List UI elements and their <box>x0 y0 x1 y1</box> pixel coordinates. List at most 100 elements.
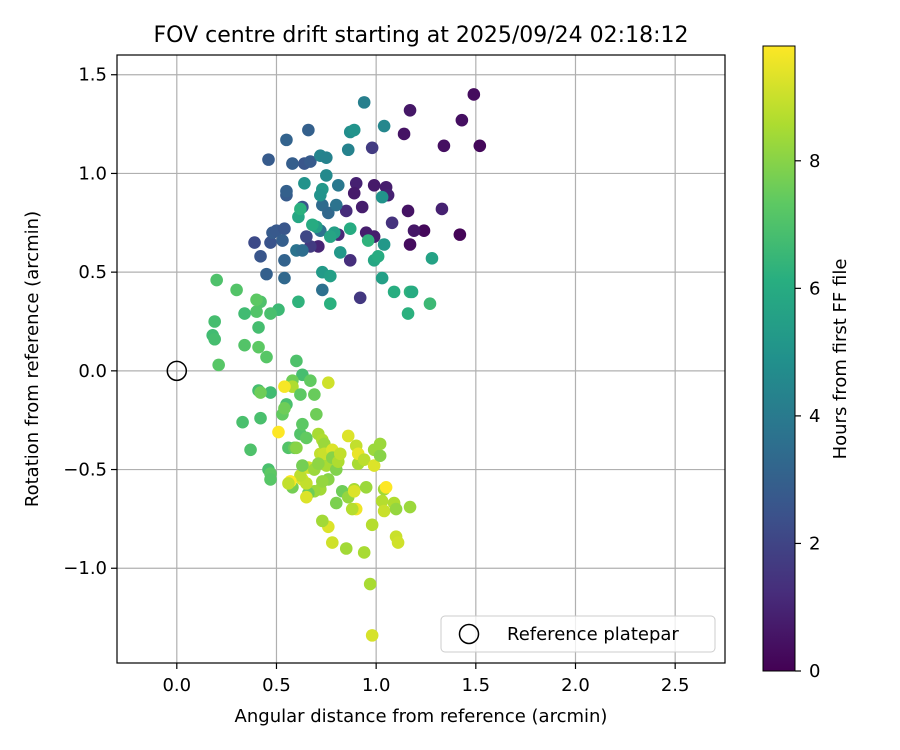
data-point <box>339 542 353 555</box>
data-point <box>367 459 381 472</box>
data-point <box>397 127 411 141</box>
legend-box <box>440 615 716 653</box>
x-tick-label: 1.5 <box>461 675 490 696</box>
data-point <box>272 425 285 439</box>
data-point <box>238 307 251 320</box>
colorbar-gradient <box>762 45 796 672</box>
data-point <box>296 417 309 431</box>
data-point <box>455 113 469 127</box>
data-point <box>298 177 311 190</box>
data-point <box>252 340 265 354</box>
data-point <box>365 141 379 155</box>
grid-lines <box>117 55 725 663</box>
data-point <box>310 407 323 421</box>
data-point <box>425 252 439 265</box>
data-point <box>262 153 275 166</box>
x-tick-label: 0.5 <box>262 675 291 696</box>
data-point <box>379 481 393 494</box>
data-point <box>403 103 417 117</box>
data-point <box>467 88 481 101</box>
data-point <box>323 230 337 243</box>
data-point <box>276 234 289 247</box>
data-point <box>407 224 421 237</box>
data-point <box>210 273 223 287</box>
y-tick-label: 0.0 <box>78 361 107 382</box>
data-point <box>423 297 437 311</box>
data-point <box>300 431 313 445</box>
x-tick-label: 1.0 <box>362 675 391 696</box>
data-point <box>347 484 361 498</box>
data-point <box>294 202 307 216</box>
data-point <box>437 139 451 153</box>
data-point <box>260 267 273 281</box>
data-point <box>343 253 357 267</box>
data-point <box>347 123 361 137</box>
chart-title: FOV centre drift starting at 2025/09/24 … <box>154 23 689 48</box>
data-point <box>250 305 263 318</box>
colorbar-ticks: 0 2 4 6 8 <box>795 151 820 682</box>
data-point <box>377 119 391 133</box>
data-point <box>373 437 387 451</box>
colorbar-tick-label: 4 <box>809 406 820 427</box>
data-point <box>238 338 251 352</box>
data-point <box>320 151 333 164</box>
data-point <box>254 386 267 399</box>
data-point <box>417 224 431 237</box>
colorbar-tick-label: 0 <box>809 661 820 682</box>
data-point <box>248 236 261 249</box>
data-point <box>349 177 363 190</box>
data-point <box>278 253 291 267</box>
data-point <box>365 629 379 642</box>
data-point <box>316 283 329 297</box>
data-point <box>375 271 389 285</box>
data-point <box>403 500 417 514</box>
data-point <box>329 198 343 212</box>
y-tick-label: 1.5 <box>78 65 107 86</box>
data-point <box>347 186 361 200</box>
data-point <box>282 477 295 490</box>
colorbar-tick-label: 6 <box>809 278 820 299</box>
data-point <box>208 315 221 328</box>
data-point <box>278 380 291 393</box>
data-point <box>294 388 307 401</box>
data-point <box>322 206 335 220</box>
data-point <box>230 283 243 297</box>
data-point <box>290 354 303 368</box>
data-point <box>339 204 353 218</box>
x-tick-label: 2.0 <box>561 675 590 696</box>
data-point <box>292 295 305 309</box>
data-point <box>254 250 267 263</box>
data-point <box>387 285 401 299</box>
data-point <box>278 271 291 285</box>
data-point <box>357 453 371 466</box>
data-point <box>473 139 487 153</box>
y-axis-label: Rotation from reference (arcmin) <box>22 211 43 507</box>
data-point <box>306 218 319 232</box>
data-point <box>312 457 325 470</box>
data-point <box>304 374 317 388</box>
data-point <box>341 429 355 443</box>
data-point <box>375 494 389 508</box>
colorbar: 0 2 4 6 8 Hours from first FF file <box>762 45 851 682</box>
legend-marker <box>458 623 480 645</box>
data-point <box>323 297 337 311</box>
data-point <box>361 234 375 247</box>
x-axis-ticks: 0.0 0.5 1.0 1.5 2.0 2.5 <box>162 663 689 696</box>
data-point <box>280 133 293 147</box>
data-point <box>236 415 249 429</box>
data-point <box>244 443 257 457</box>
data-point <box>343 222 357 236</box>
data-point <box>401 204 415 218</box>
data-point <box>300 230 313 243</box>
data-point <box>357 546 371 559</box>
data-point <box>365 518 379 532</box>
data-point <box>391 536 405 549</box>
y-tick-label: 1.0 <box>78 163 107 184</box>
data-point <box>300 490 313 504</box>
data-point <box>278 402 291 415</box>
colorbar-tick-label: 2 <box>809 533 820 554</box>
data-point <box>371 250 385 263</box>
data-point <box>314 188 327 202</box>
data-point <box>389 502 403 516</box>
data-point <box>405 285 419 299</box>
